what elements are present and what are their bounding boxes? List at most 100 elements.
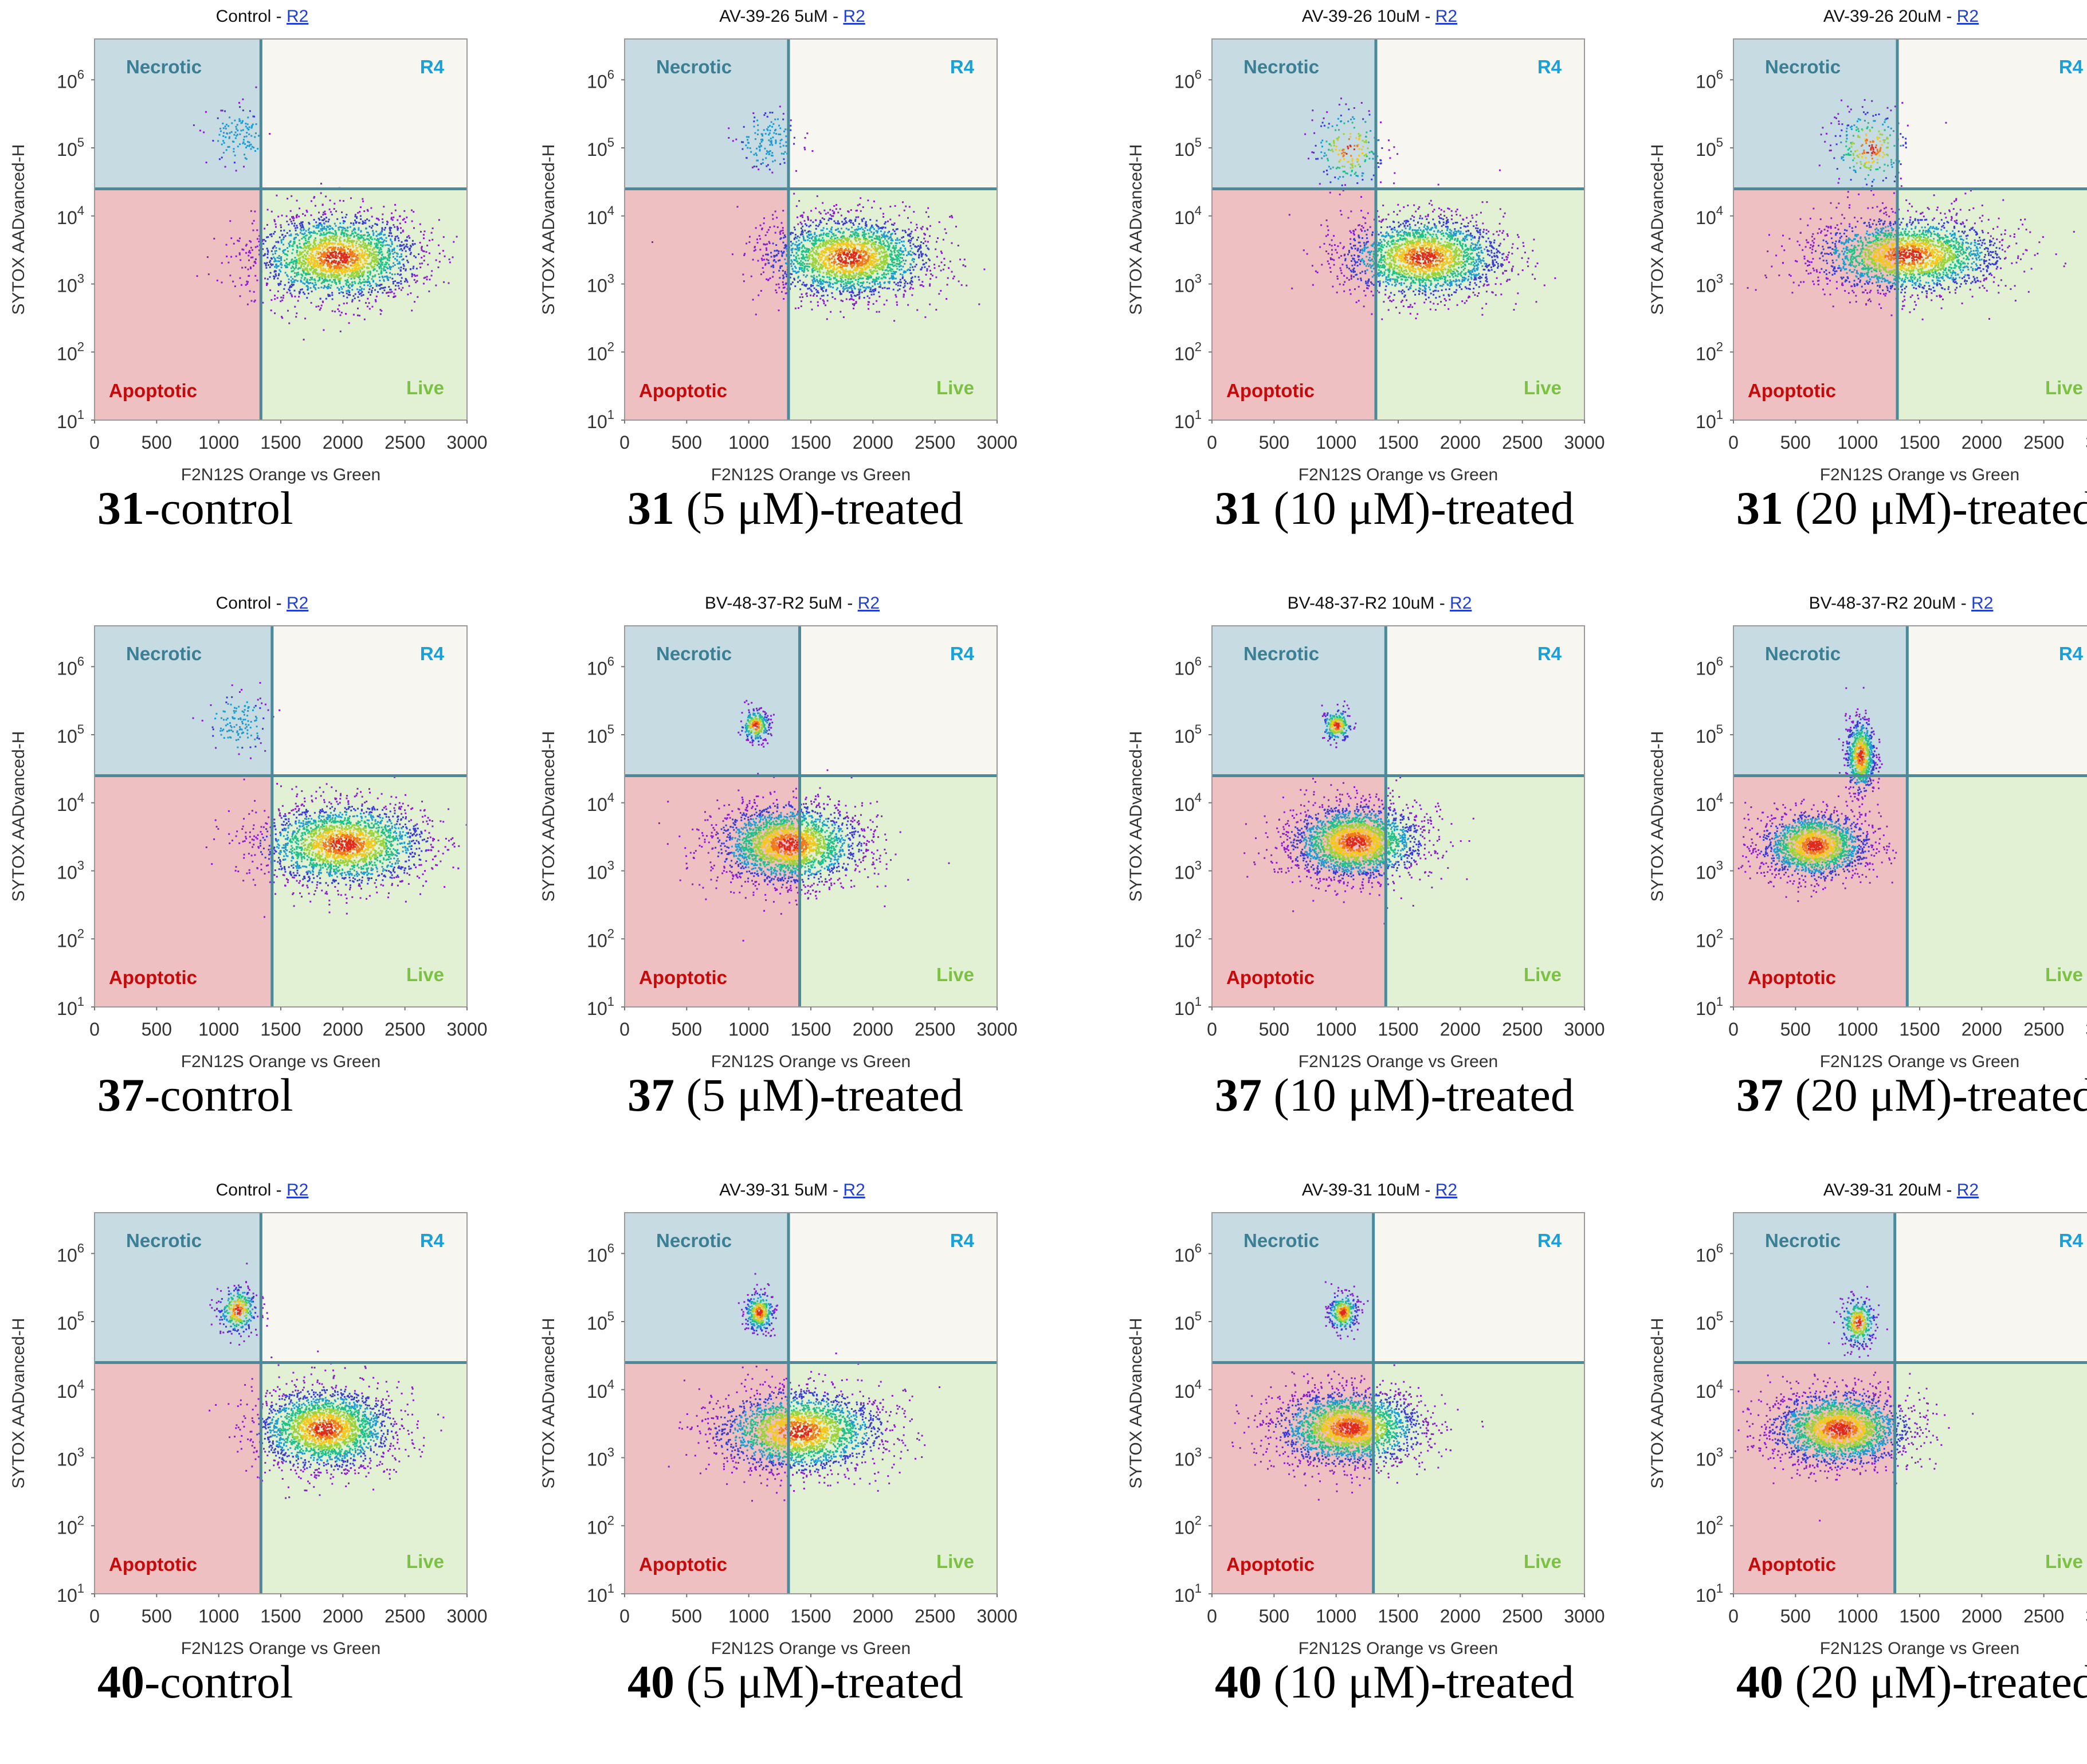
event-point xyxy=(323,211,325,214)
event-point xyxy=(855,274,857,276)
event-point xyxy=(349,251,351,253)
event-point xyxy=(849,219,851,221)
event-point xyxy=(844,260,846,262)
r4-quadrant xyxy=(261,39,467,189)
event-point xyxy=(320,258,322,260)
event-point xyxy=(386,244,389,246)
event-point xyxy=(809,234,811,237)
event-point xyxy=(363,222,366,224)
event-point xyxy=(900,281,902,284)
event-point xyxy=(823,302,825,304)
event-point xyxy=(850,221,852,224)
event-point xyxy=(266,224,268,226)
event-point xyxy=(307,271,309,273)
event-point xyxy=(761,228,763,230)
event-point xyxy=(859,238,861,241)
event-point xyxy=(910,240,912,242)
event-point xyxy=(293,222,296,225)
event-point xyxy=(379,313,382,315)
event-point xyxy=(292,243,295,245)
event-point xyxy=(773,256,775,258)
event-point xyxy=(888,238,890,240)
event-point xyxy=(753,126,755,128)
event-point xyxy=(845,217,847,219)
event-point xyxy=(306,280,308,282)
event-point xyxy=(901,229,904,232)
event-point xyxy=(296,225,298,227)
event-point xyxy=(385,261,387,264)
event-point xyxy=(822,283,824,285)
event-point xyxy=(882,216,885,218)
y-tick-label: 106 xyxy=(587,67,614,92)
event-point xyxy=(308,257,310,260)
event-point xyxy=(336,266,338,269)
event-point xyxy=(877,265,879,266)
event-point xyxy=(806,275,808,277)
event-point xyxy=(809,225,811,226)
event-point xyxy=(379,232,381,234)
event-point xyxy=(886,241,889,244)
event-point xyxy=(388,244,390,246)
event-point xyxy=(836,271,838,273)
event-point xyxy=(864,258,866,260)
event-point xyxy=(375,251,376,253)
event-point xyxy=(753,250,755,252)
event-point xyxy=(782,144,784,147)
plot-title-link[interactable]: R2 xyxy=(843,7,865,26)
event-point xyxy=(806,284,808,286)
event-point xyxy=(910,280,912,282)
event-point xyxy=(835,268,837,271)
event-point xyxy=(795,248,797,250)
event-point xyxy=(328,242,330,244)
event-point xyxy=(864,244,866,246)
event-point xyxy=(374,289,376,291)
plot-title-link[interactable]: R2 xyxy=(287,7,308,26)
event-point xyxy=(389,288,391,291)
event-point xyxy=(898,214,900,217)
event-point xyxy=(354,253,356,255)
event-point xyxy=(882,248,885,249)
event-point xyxy=(296,214,298,216)
event-point xyxy=(860,210,862,212)
event-point xyxy=(858,274,861,276)
event-point xyxy=(817,301,819,303)
event-point xyxy=(340,256,343,258)
event-point xyxy=(882,235,884,237)
event-point xyxy=(295,229,297,232)
event-point xyxy=(865,264,868,266)
event-point xyxy=(768,151,770,153)
event-point xyxy=(764,147,766,150)
event-point xyxy=(907,283,909,284)
plot-title-link[interactable]: R2 xyxy=(1435,7,1457,26)
event-point xyxy=(322,267,324,269)
event-point xyxy=(926,269,928,272)
event-point xyxy=(843,269,845,272)
event-point xyxy=(1513,309,1515,311)
event-point xyxy=(389,250,391,252)
event-point xyxy=(925,262,927,264)
event-point xyxy=(899,281,901,283)
event-point xyxy=(331,310,334,312)
event-point xyxy=(353,270,355,272)
event-point xyxy=(804,240,806,241)
event-point xyxy=(847,253,849,255)
event-point xyxy=(833,247,835,249)
event-point xyxy=(349,283,351,285)
event-point xyxy=(239,237,241,240)
event-point xyxy=(351,269,354,272)
event-point xyxy=(321,255,323,257)
event-point xyxy=(358,244,360,246)
event-point xyxy=(252,123,254,126)
event-point xyxy=(296,252,298,254)
event-point xyxy=(366,275,368,277)
event-point xyxy=(326,262,328,265)
event-point xyxy=(817,254,819,256)
event-point xyxy=(269,233,271,236)
event-point xyxy=(784,271,786,273)
event-point xyxy=(320,244,323,246)
event-point xyxy=(866,265,869,268)
event-point xyxy=(391,250,393,252)
event-point xyxy=(856,265,858,268)
event-point xyxy=(870,254,872,257)
event-point xyxy=(302,256,304,257)
